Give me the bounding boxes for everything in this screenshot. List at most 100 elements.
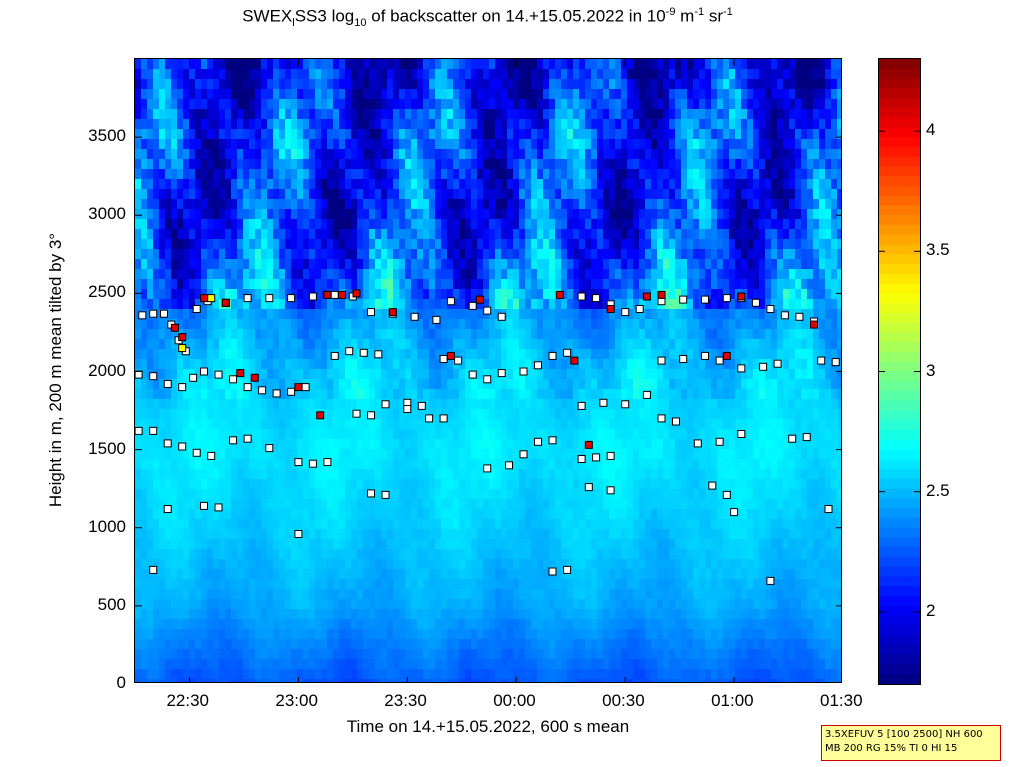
heatmap-cell [321,439,328,450]
heatmap-cell [459,159,466,170]
heatmap-cell [333,229,340,240]
heatmap-cell [651,239,658,250]
heatmap-cell [423,99,430,110]
heatmap-cell [297,119,304,130]
heatmap-cell [765,129,772,140]
heatmap-cell [459,429,466,440]
heatmap-cell [525,169,532,180]
heatmap-cell [447,209,454,220]
heatmap-cell [687,59,694,70]
heatmap-cell [255,349,262,360]
heatmap-cell [573,229,580,240]
heatmap-cell [333,369,340,380]
heatmap-cell [699,179,706,190]
heatmap-cell [609,289,616,300]
heatmap-cell [315,459,322,470]
heatmap-cell [237,429,244,440]
heatmap-cell [333,479,340,490]
heatmap-cell [255,259,262,270]
heatmap-cell [429,59,436,70]
heatmap-cell [645,269,652,280]
heatmap-cell [243,469,250,480]
heatmap-cell [789,469,796,480]
heatmap-cell [813,379,820,390]
plot-area[interactable] [134,58,842,683]
heatmap-cell [537,329,544,340]
heatmap-cell [531,129,538,140]
heatmap-cell [483,139,490,150]
heatmap-cell [177,139,184,150]
heatmap-cell [171,279,178,290]
heatmap-cell [261,419,268,430]
heatmap-cell [531,419,538,430]
heatmap-cell [231,109,238,120]
heatmap-cell [771,329,778,340]
heatmap-cell [153,319,160,330]
heatmap-cell [735,179,742,190]
heatmap-cell [585,109,592,120]
heatmap-cell [573,469,580,480]
heatmap-cell [687,139,694,150]
heatmap-cell [147,239,154,250]
heatmap-cell [345,99,352,110]
heatmap-cell [729,299,736,310]
heatmap-cell [603,299,610,310]
heatmap-cell [561,119,568,130]
heatmap-cell [189,419,196,430]
heatmap-cell [639,109,646,120]
heatmap-cell [837,339,841,350]
heatmap-cell [555,119,562,130]
heatmap-cell [441,149,448,160]
heatmap-cell [819,59,826,70]
heatmap-cell [573,119,580,130]
heatmap-cell [615,339,622,350]
heatmap-cell [153,129,160,140]
heatmap-cell [681,159,688,170]
heatmap-cell [165,109,172,120]
heatmap-cell [561,89,568,100]
heatmap-cell [531,309,538,320]
heatmap-cell [189,119,196,130]
heatmap-cell [837,69,841,80]
heatmap-cell [399,439,406,450]
heatmap-cell [609,199,616,210]
heatmap-cell [387,129,394,140]
heatmap-cell [405,169,412,180]
heatmap-cell [693,99,700,110]
heatmap-cell [309,339,316,350]
heatmap-cell [591,439,598,450]
heatmap-cell [819,419,826,430]
heatmap-cell [153,259,160,270]
heatmap-cell [369,239,376,250]
heatmap-cell [339,89,346,100]
heatmap-cell [801,359,808,370]
heatmap-cell [771,59,778,70]
heatmap-cell [621,329,628,340]
heatmap-cell [255,139,262,150]
heatmap-cell [531,449,538,460]
heatmap-cell [279,249,286,260]
heatmap-cell [771,119,778,130]
heatmap-cell [465,269,472,280]
heatmap-cell [267,249,274,260]
heatmap-cell [669,199,676,210]
heatmap-cell [435,329,442,340]
heatmap-cell [345,409,352,420]
heatmap-cell [273,249,280,260]
heatmap-cell [327,379,334,390]
heatmap-cell [363,299,370,310]
heatmap-cell [645,469,652,480]
heatmap-cell [507,149,514,160]
heatmap-cell [825,109,832,120]
heatmap-cell [681,279,688,290]
heatmap-cell [141,409,148,420]
heatmap-cell [141,79,148,90]
heatmap-cell [141,199,148,210]
heatmap-cell [759,249,766,260]
heatmap-cell [705,319,712,330]
heatmap-cell [219,379,226,390]
heatmap-cell [339,59,346,70]
heatmap-cell [711,189,718,200]
heatmap-cell [333,469,340,480]
heatmap-cell [837,419,841,430]
